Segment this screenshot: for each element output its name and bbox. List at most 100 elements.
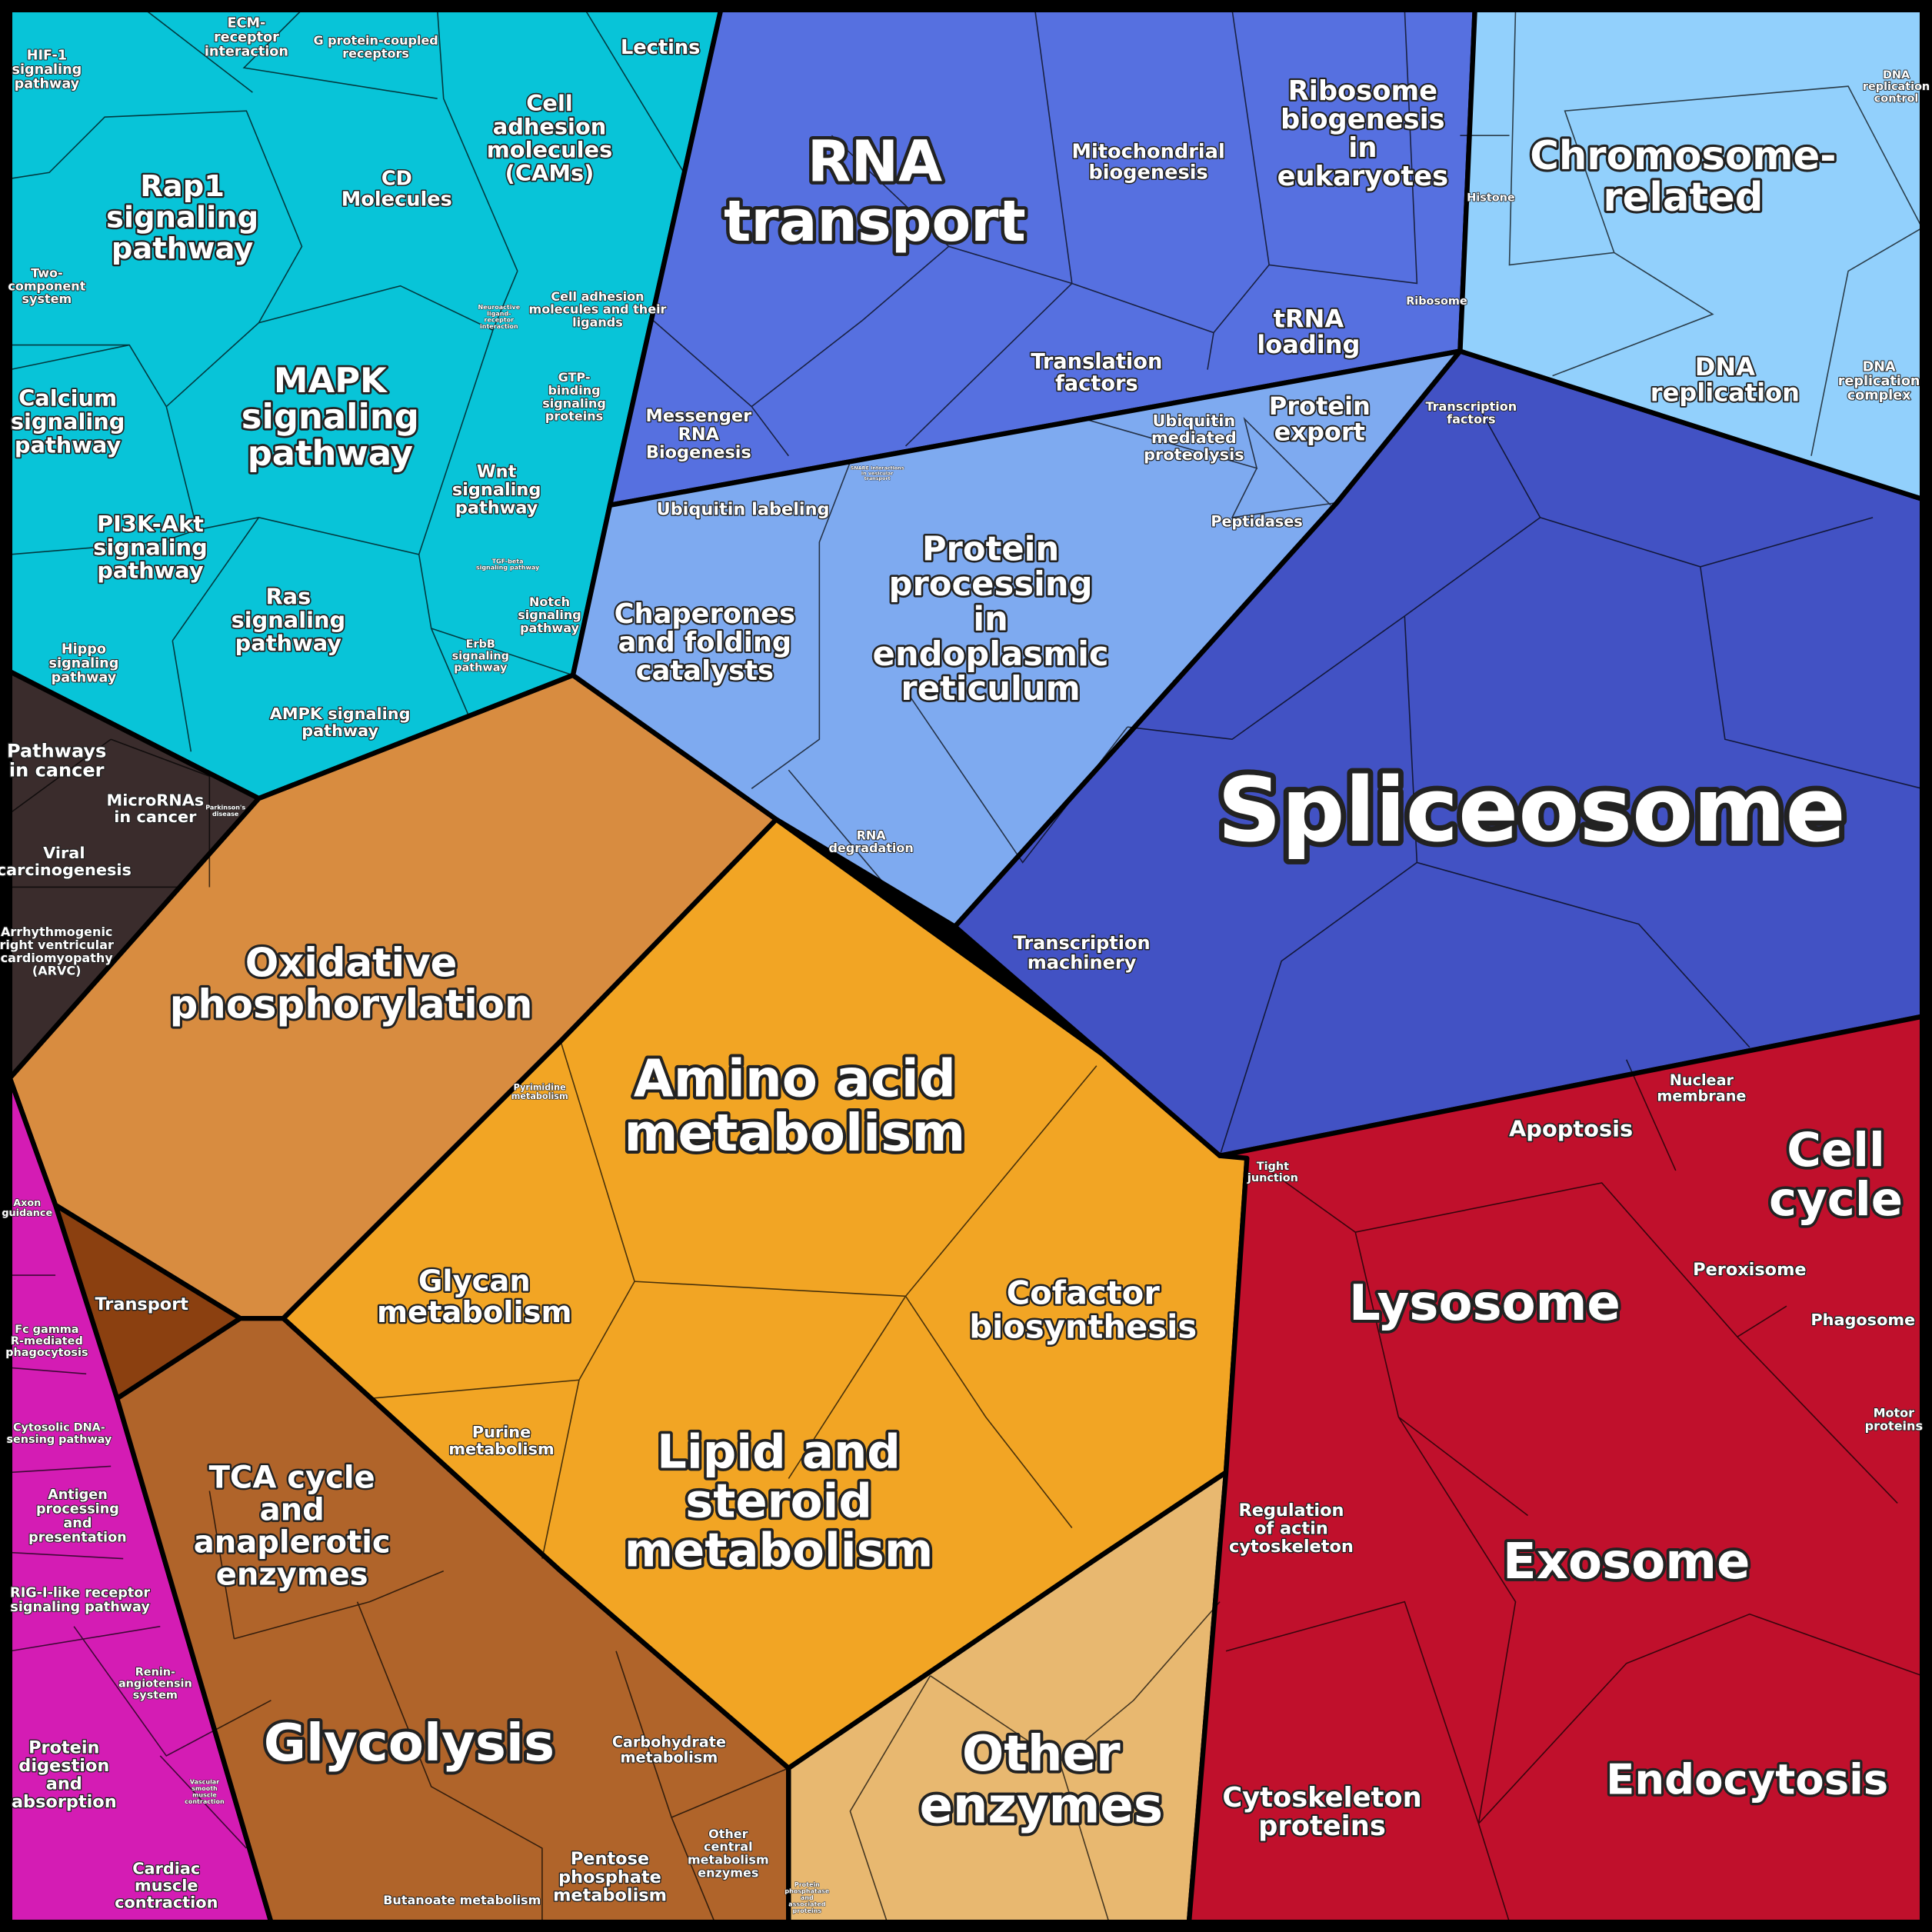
label-cofactor[interactable]: Cofactor biosynthesis xyxy=(968,1272,1199,1347)
label-actin[interactable]: Regulation of actin cytoskeleton xyxy=(1228,1499,1354,1557)
label-line: Wnt xyxy=(477,461,517,481)
label-histone[interactable]: Histone xyxy=(1466,192,1515,205)
label-spliceosome[interactable]: Spliceosome xyxy=(1212,754,1851,868)
label-line: Nuclear xyxy=(1670,1071,1734,1089)
label-pyrimidine[interactable]: Pyrimidine metabolism xyxy=(511,1082,568,1102)
label-cellcycle[interactable]: Cell cycle xyxy=(1766,1120,1905,1229)
label-tf[interactable]: Transcription factors xyxy=(1425,398,1518,428)
label-translation[interactable]: Translation factors xyxy=(1030,348,1164,397)
label-ras[interactable]: Ras signaling pathway xyxy=(230,582,347,658)
label-line: proteins xyxy=(1865,1419,1923,1434)
label-line: related xyxy=(1603,175,1763,221)
label-arvc[interactable]: Arrhythmogenic right ventricular cardiomyo… xyxy=(0,924,115,978)
label-rap1[interactable]: Rap1 signaling pathway xyxy=(105,168,261,268)
label-mito[interactable]: Mitochondrial biogenesis xyxy=(1071,139,1226,185)
label-viral[interactable]: Viral carcinogenesis xyxy=(0,843,132,880)
label-trna[interactable]: tRNA loading xyxy=(1255,302,1361,360)
label-chromosome[interactable]: Chromosome-related xyxy=(1527,131,1838,223)
label-tca[interactable]: TCA cycle and anaplerotic enzymes xyxy=(192,1458,392,1594)
label-prot-dig[interactable]: Protein digestion and absorption xyxy=(11,1737,118,1813)
label-ampk[interactable]: AMPK signaling pathway xyxy=(269,704,411,741)
label-cardiac[interactable]: Cardiac muscle contraction xyxy=(114,1858,219,1912)
label-apoptosis[interactable]: Apoptosis xyxy=(1507,1114,1634,1143)
label-other-central[interactable]: Other central metabolism enzymes xyxy=(687,1826,770,1880)
label-rna-deg[interactable]: RNA degradation xyxy=(828,827,914,856)
label-cytodna[interactable]: Cytosolic DNA-sensing pathway xyxy=(6,1421,113,1447)
label-snare[interactable]: SNARE interactions in vesicular transport xyxy=(850,465,904,481)
label-ribo-bio[interactable]: Ribosome biogenesis in eukaryotes xyxy=(1276,74,1451,194)
label-line: enzymes xyxy=(919,1777,1163,1834)
label-pentose[interactable]: Pentose phosphate metabolism xyxy=(552,1848,668,1907)
label-mirna[interactable]: MicroRNAs in cancer xyxy=(105,790,205,827)
label-peptidases[interactable]: Peptidases xyxy=(1210,511,1304,531)
label-cams[interactable]: Cell adhesion molecules (CAMs) xyxy=(485,88,614,187)
label-axon[interactable]: Axon guidance xyxy=(2,1197,54,1220)
label-lysosome[interactable]: Lysosome xyxy=(1346,1272,1624,1335)
label-line: Exosome xyxy=(1503,1534,1750,1591)
label-twocomp[interactable]: Two-component system xyxy=(7,265,86,307)
label-cam-lig[interactable]: Cell adhesion molecules and their ligands xyxy=(528,288,668,331)
label-line: Hippo xyxy=(62,642,106,658)
label-amino[interactable]: Amino acid metabolism xyxy=(621,1045,968,1166)
label-ecm[interactable]: ECM-receptor interaction xyxy=(204,15,289,61)
label-chaperones[interactable]: Chaperones and folding catalysts xyxy=(613,597,798,688)
label-pi3k[interactable]: PI3K-Akt signaling pathway xyxy=(92,509,208,585)
label-line: Protein xyxy=(28,1737,99,1757)
label-parkinson[interactable]: Parkinson's disease xyxy=(205,804,246,818)
label-erbb[interactable]: ErbB signaling pathway xyxy=(451,638,510,675)
label-phosphatase[interactable]: Protein phosphatase and associated proteins xyxy=(784,1881,830,1915)
label-glycolysis[interactable]: Glycolysis xyxy=(261,1710,558,1776)
label-carb[interactable]: Carbohydrate metabolism xyxy=(611,1732,727,1767)
label-line: Axon xyxy=(13,1198,41,1209)
label-line: control xyxy=(1874,92,1919,105)
label-oxphos[interactable]: Oxidative phosphorylation xyxy=(168,938,535,1030)
label-line: Antigen xyxy=(48,1487,108,1503)
label-line: Cytoskeleton xyxy=(1222,1782,1421,1814)
label-phagosome[interactable]: Phagosome xyxy=(1810,1310,1916,1330)
label-mrna[interactable]: Messenger RNA Biogenesis xyxy=(645,405,752,464)
label-rna-transport[interactable]: RNA transport xyxy=(721,126,1029,258)
label-lipid[interactable]: Lipid and steroid metabolism xyxy=(621,1422,936,1581)
label-ubiq-label[interactable]: Ubiquitin labeling xyxy=(655,498,831,521)
label-cytoskeleton[interactable]: Cytoskeleton proteins xyxy=(1221,1780,1424,1844)
label-tight[interactable]: Tight junction xyxy=(1246,1160,1299,1185)
label-ubiq-prot[interactable]: Ubiquitin mediated proteolysis xyxy=(1143,411,1245,465)
label-dna-rep[interactable]: DNA replication xyxy=(1649,351,1801,408)
label-transport[interactable]: Transport xyxy=(94,1293,189,1315)
label-fcgamma[interactable]: Fc gamma R-mediated phagocytosis xyxy=(5,1323,88,1360)
label-rigi[interactable]: RIG-I-like receptor signaling pathway xyxy=(9,1584,151,1616)
region-chromosome[interactable] xyxy=(1457,7,1925,502)
label-nuclear[interactable]: Nuclear membrane xyxy=(1656,1071,1747,1105)
label-purine[interactable]: Purine metabolism xyxy=(448,1422,555,1459)
label-lectins[interactable]: Lectins xyxy=(619,35,701,60)
label-er[interactable]: Protein processing in endoplasmic reticulum xyxy=(871,528,1111,711)
label-cd[interactable]: CD Molecules xyxy=(340,166,453,212)
label-mapk[interactable]: MAPK signaling pathway xyxy=(239,358,421,475)
label-notch[interactable]: Notch signaling pathway xyxy=(517,594,581,636)
label-calcium[interactable]: Calcium signaling pathway xyxy=(9,384,126,459)
label-motor[interactable]: Motor proteins xyxy=(1864,1405,1924,1434)
label-butanoate[interactable]: Butanoate metabolism xyxy=(382,1892,541,1908)
label-peroxisome[interactable]: Peroxisome xyxy=(1692,1259,1807,1281)
label-gpcr[interactable]: G protein-coupled receptors xyxy=(312,32,438,62)
label-tx-mach[interactable]: Transcription machinery xyxy=(1012,931,1151,974)
label-prot-export[interactable]: Protein export xyxy=(1267,390,1372,448)
label-other-enz[interactable]: Other enzymes xyxy=(917,1723,1166,1837)
label-antigen[interactable]: Antigen processing and presentation xyxy=(28,1487,128,1547)
label-endocytosis[interactable]: Endocytosis xyxy=(1604,1752,1891,1807)
label-cancer[interactable]: Pathways in cancer xyxy=(6,739,108,782)
label-tgf[interactable]: TGF-beta signaling pathway xyxy=(475,558,540,571)
label-hif1[interactable]: HIF-1 signaling pathway xyxy=(11,47,82,92)
label-neuro[interactable]: Neuroactive ligand-receptor interaction xyxy=(478,303,521,330)
label-ribosome[interactable]: Ribosome xyxy=(1405,295,1467,308)
label-exosome[interactable]: Exosome xyxy=(1500,1531,1753,1594)
label-wnt[interactable]: Wnt signaling pathway xyxy=(451,461,542,519)
label-hippo[interactable]: Hippo signaling pathway xyxy=(48,641,119,687)
region-cellular[interactable] xyxy=(1186,1014,1925,1925)
label-renin[interactable]: Renin-angiotensin system xyxy=(118,1665,193,1702)
label-dna-rep-cx[interactable]: DNA replication complex xyxy=(1837,359,1921,405)
label-vsmc[interactable]: Vascular smooth muscle contraction xyxy=(185,1778,225,1805)
label-glycan[interactable]: Glycan metabolism xyxy=(375,1262,574,1331)
label-gtp[interactable]: GTP-binding signaling proteins xyxy=(541,369,606,424)
label-dna-rep-ctrl[interactable]: DNA replication control xyxy=(1862,68,1930,105)
